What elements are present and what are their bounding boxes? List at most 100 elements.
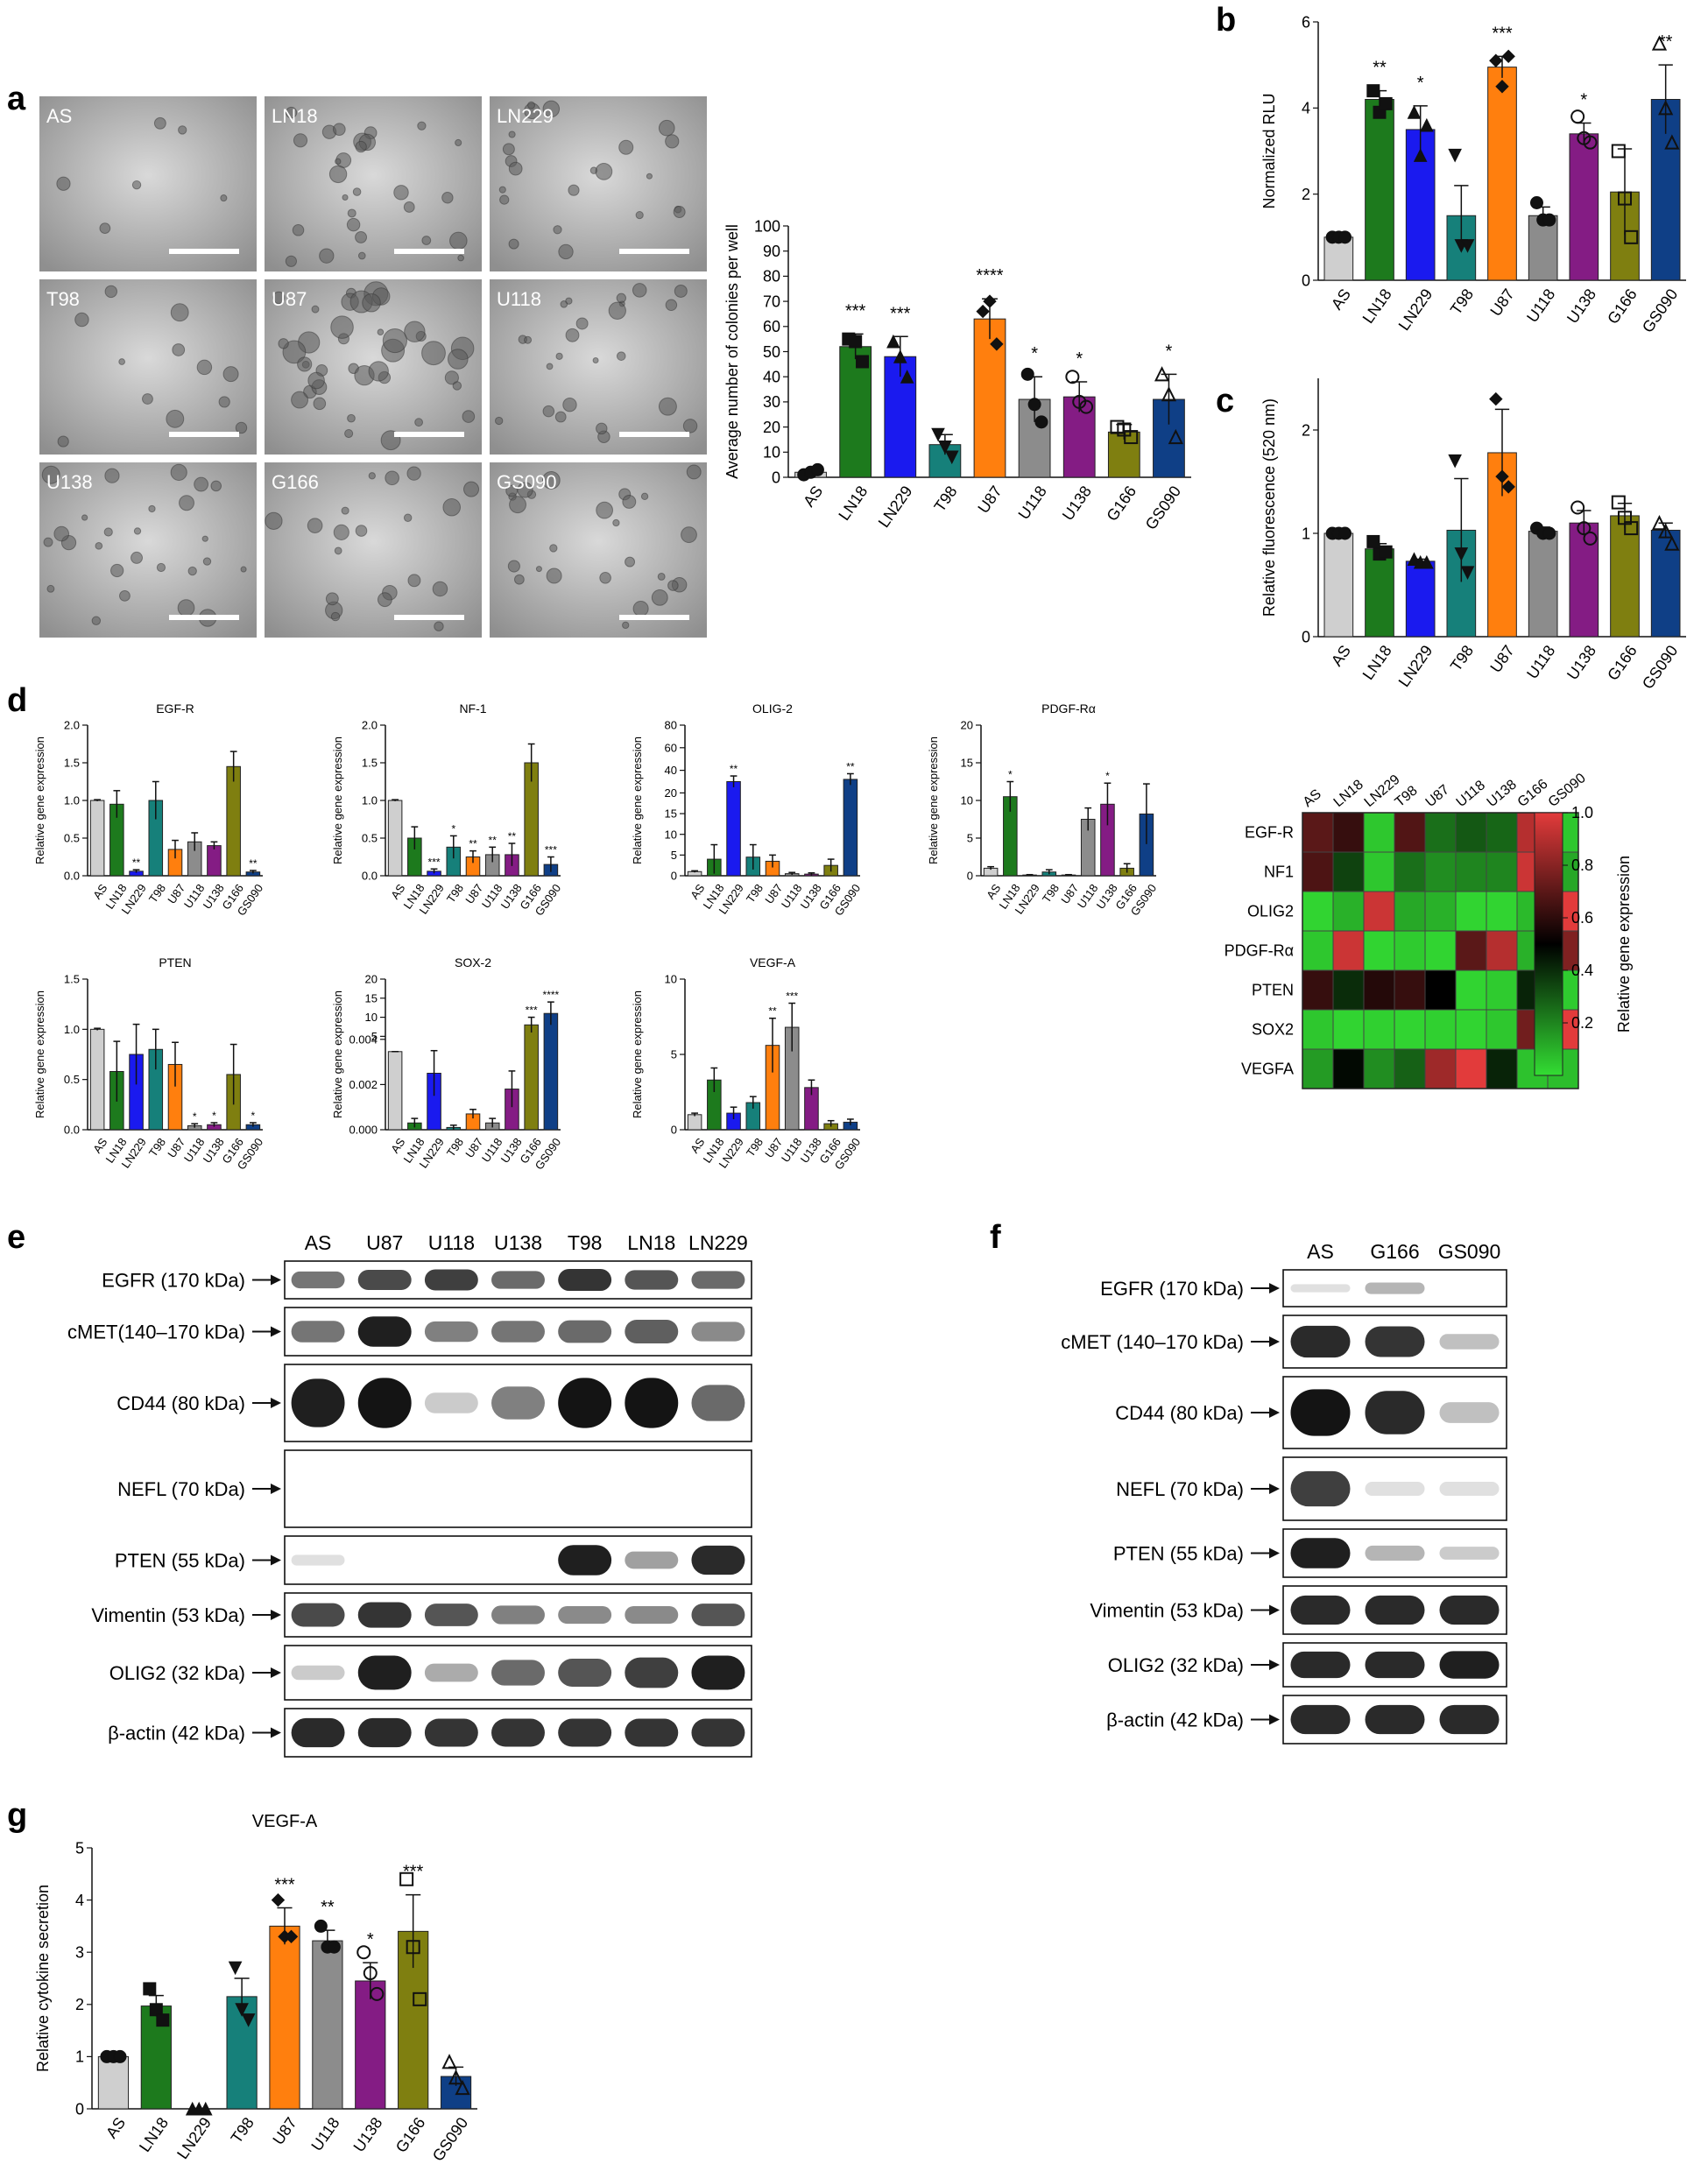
- protein-label: PTEN (55 kDa): [115, 1550, 245, 1572]
- x-tick-label: GS090: [1142, 483, 1185, 532]
- bar-as: [1323, 236, 1354, 281]
- band: [558, 1545, 612, 1575]
- band: [558, 1605, 612, 1625]
- colony: [651, 589, 668, 606]
- micrograph-background: [265, 96, 482, 271]
- data-point: [370, 1986, 385, 2001]
- colony: [448, 349, 469, 370]
- colony: [449, 231, 468, 250]
- data-point: [976, 304, 990, 319]
- colony: [272, 291, 286, 305]
- y-axis-label: Average number of colonies per well: [723, 224, 741, 479]
- data-point: [990, 337, 1004, 351]
- data-point: [1027, 398, 1041, 412]
- x-tick-label: U118: [1523, 642, 1558, 682]
- protein-label: PTEN (55 kDa): [1113, 1543, 1244, 1565]
- y-tick-label: 3: [75, 1944, 84, 1962]
- colony: [508, 130, 516, 138]
- y-tick-label: 70: [763, 293, 780, 310]
- micrograph-t98: T98: [39, 279, 257, 455]
- y-tick-label: 0: [671, 1124, 677, 1137]
- colorbar-tick-label: 1.0: [1571, 804, 1593, 821]
- data-point: [1154, 366, 1170, 382]
- x-tick-label: T98: [744, 882, 766, 906]
- micrograph-label: U87: [272, 288, 307, 310]
- heatmap-cell: [1394, 969, 1426, 1011]
- x-tick-label: GS090: [1639, 642, 1682, 692]
- arrow-head: [1269, 1484, 1280, 1494]
- significance-mark: ***: [403, 1863, 424, 1882]
- colony: [342, 194, 349, 201]
- data-point: [156, 2013, 170, 2027]
- band: [1365, 1595, 1425, 1625]
- colony: [357, 251, 366, 260]
- micrograph-background: [39, 462, 257, 638]
- x-tick-label: AS: [1328, 285, 1354, 313]
- data-point: [893, 349, 907, 363]
- bar-gs090: [843, 779, 858, 877]
- heatmap-cell: [1363, 891, 1395, 932]
- significance-mark: ***: [545, 844, 557, 856]
- colony: [508, 161, 523, 176]
- y-tick-label: 20: [665, 786, 677, 800]
- colony: [344, 428, 354, 439]
- significance-mark: ****: [976, 266, 1003, 285]
- y-tick-label: 30: [763, 393, 780, 411]
- chart-title: SOX-2: [455, 955, 491, 969]
- y-tick-label: 5: [671, 849, 677, 862]
- colony: [41, 465, 60, 484]
- colony: [562, 397, 577, 412]
- y-tick-label: 0.5: [64, 1073, 80, 1086]
- heatmap-cell: [1486, 891, 1518, 932]
- band: [357, 1378, 412, 1428]
- significance-mark: ***: [526, 1004, 538, 1017]
- protein-label: Vimentin (53 kDa): [1090, 1600, 1244, 1622]
- data-point: [1618, 191, 1632, 206]
- heatmap-cell: [1394, 891, 1426, 932]
- heatmap-cell: [1424, 1048, 1457, 1089]
- heatmap-cell: [1302, 812, 1334, 853]
- data-point: [900, 370, 914, 384]
- data-point: [1570, 109, 1585, 124]
- colony: [335, 158, 342, 166]
- colony: [635, 211, 644, 220]
- heatmap-cell: [1394, 930, 1426, 971]
- x-tick-label: AS: [1328, 642, 1354, 669]
- blot-frame: [284, 1449, 752, 1528]
- micrograph-ln229: LN229: [490, 96, 707, 271]
- colony: [328, 165, 348, 184]
- chart-c: 0 1 2 Relative fluorescence (520 nm) AS LN18 L…: [1260, 378, 1686, 693]
- band: [424, 1604, 478, 1626]
- colony: [502, 143, 515, 156]
- arrow-head: [271, 1667, 281, 1678]
- band: [1290, 1538, 1351, 1568]
- colony: [657, 573, 666, 581]
- data-point: [1489, 391, 1503, 406]
- data-point: [1624, 521, 1639, 536]
- y-tick-label: 40: [665, 764, 677, 777]
- arrow-head: [271, 1727, 281, 1738]
- y-tick-label: 0.002: [349, 1078, 378, 1091]
- x-tick-label: LN18: [136, 2114, 172, 2155]
- heatmap-cell: [1302, 851, 1334, 892]
- colony: [178, 125, 187, 135]
- band: [1365, 1651, 1425, 1679]
- data-point: [1611, 144, 1626, 159]
- y-tick-label: 4: [75, 1892, 84, 1909]
- y-tick-label: 4: [1302, 100, 1310, 117]
- colony: [74, 312, 89, 328]
- colony: [432, 581, 448, 597]
- significance-mark: *: [367, 1930, 374, 1949]
- data-point: [1366, 84, 1380, 98]
- band: [1290, 1651, 1351, 1679]
- y-tick-label: 0.5: [362, 832, 378, 845]
- y-tick-label: 2.0: [64, 719, 80, 732]
- colony: [444, 370, 459, 385]
- significance-mark: ****: [543, 989, 560, 1001]
- colony: [507, 560, 520, 573]
- colony: [555, 352, 563, 360]
- x-tick-label: U138: [1563, 285, 1599, 327]
- chart-d-egfr: 0.0 0.5 1.0 1.5 2.0 Relative gene expression E…: [33, 701, 265, 918]
- heatmap-cell: [1332, 891, 1365, 932]
